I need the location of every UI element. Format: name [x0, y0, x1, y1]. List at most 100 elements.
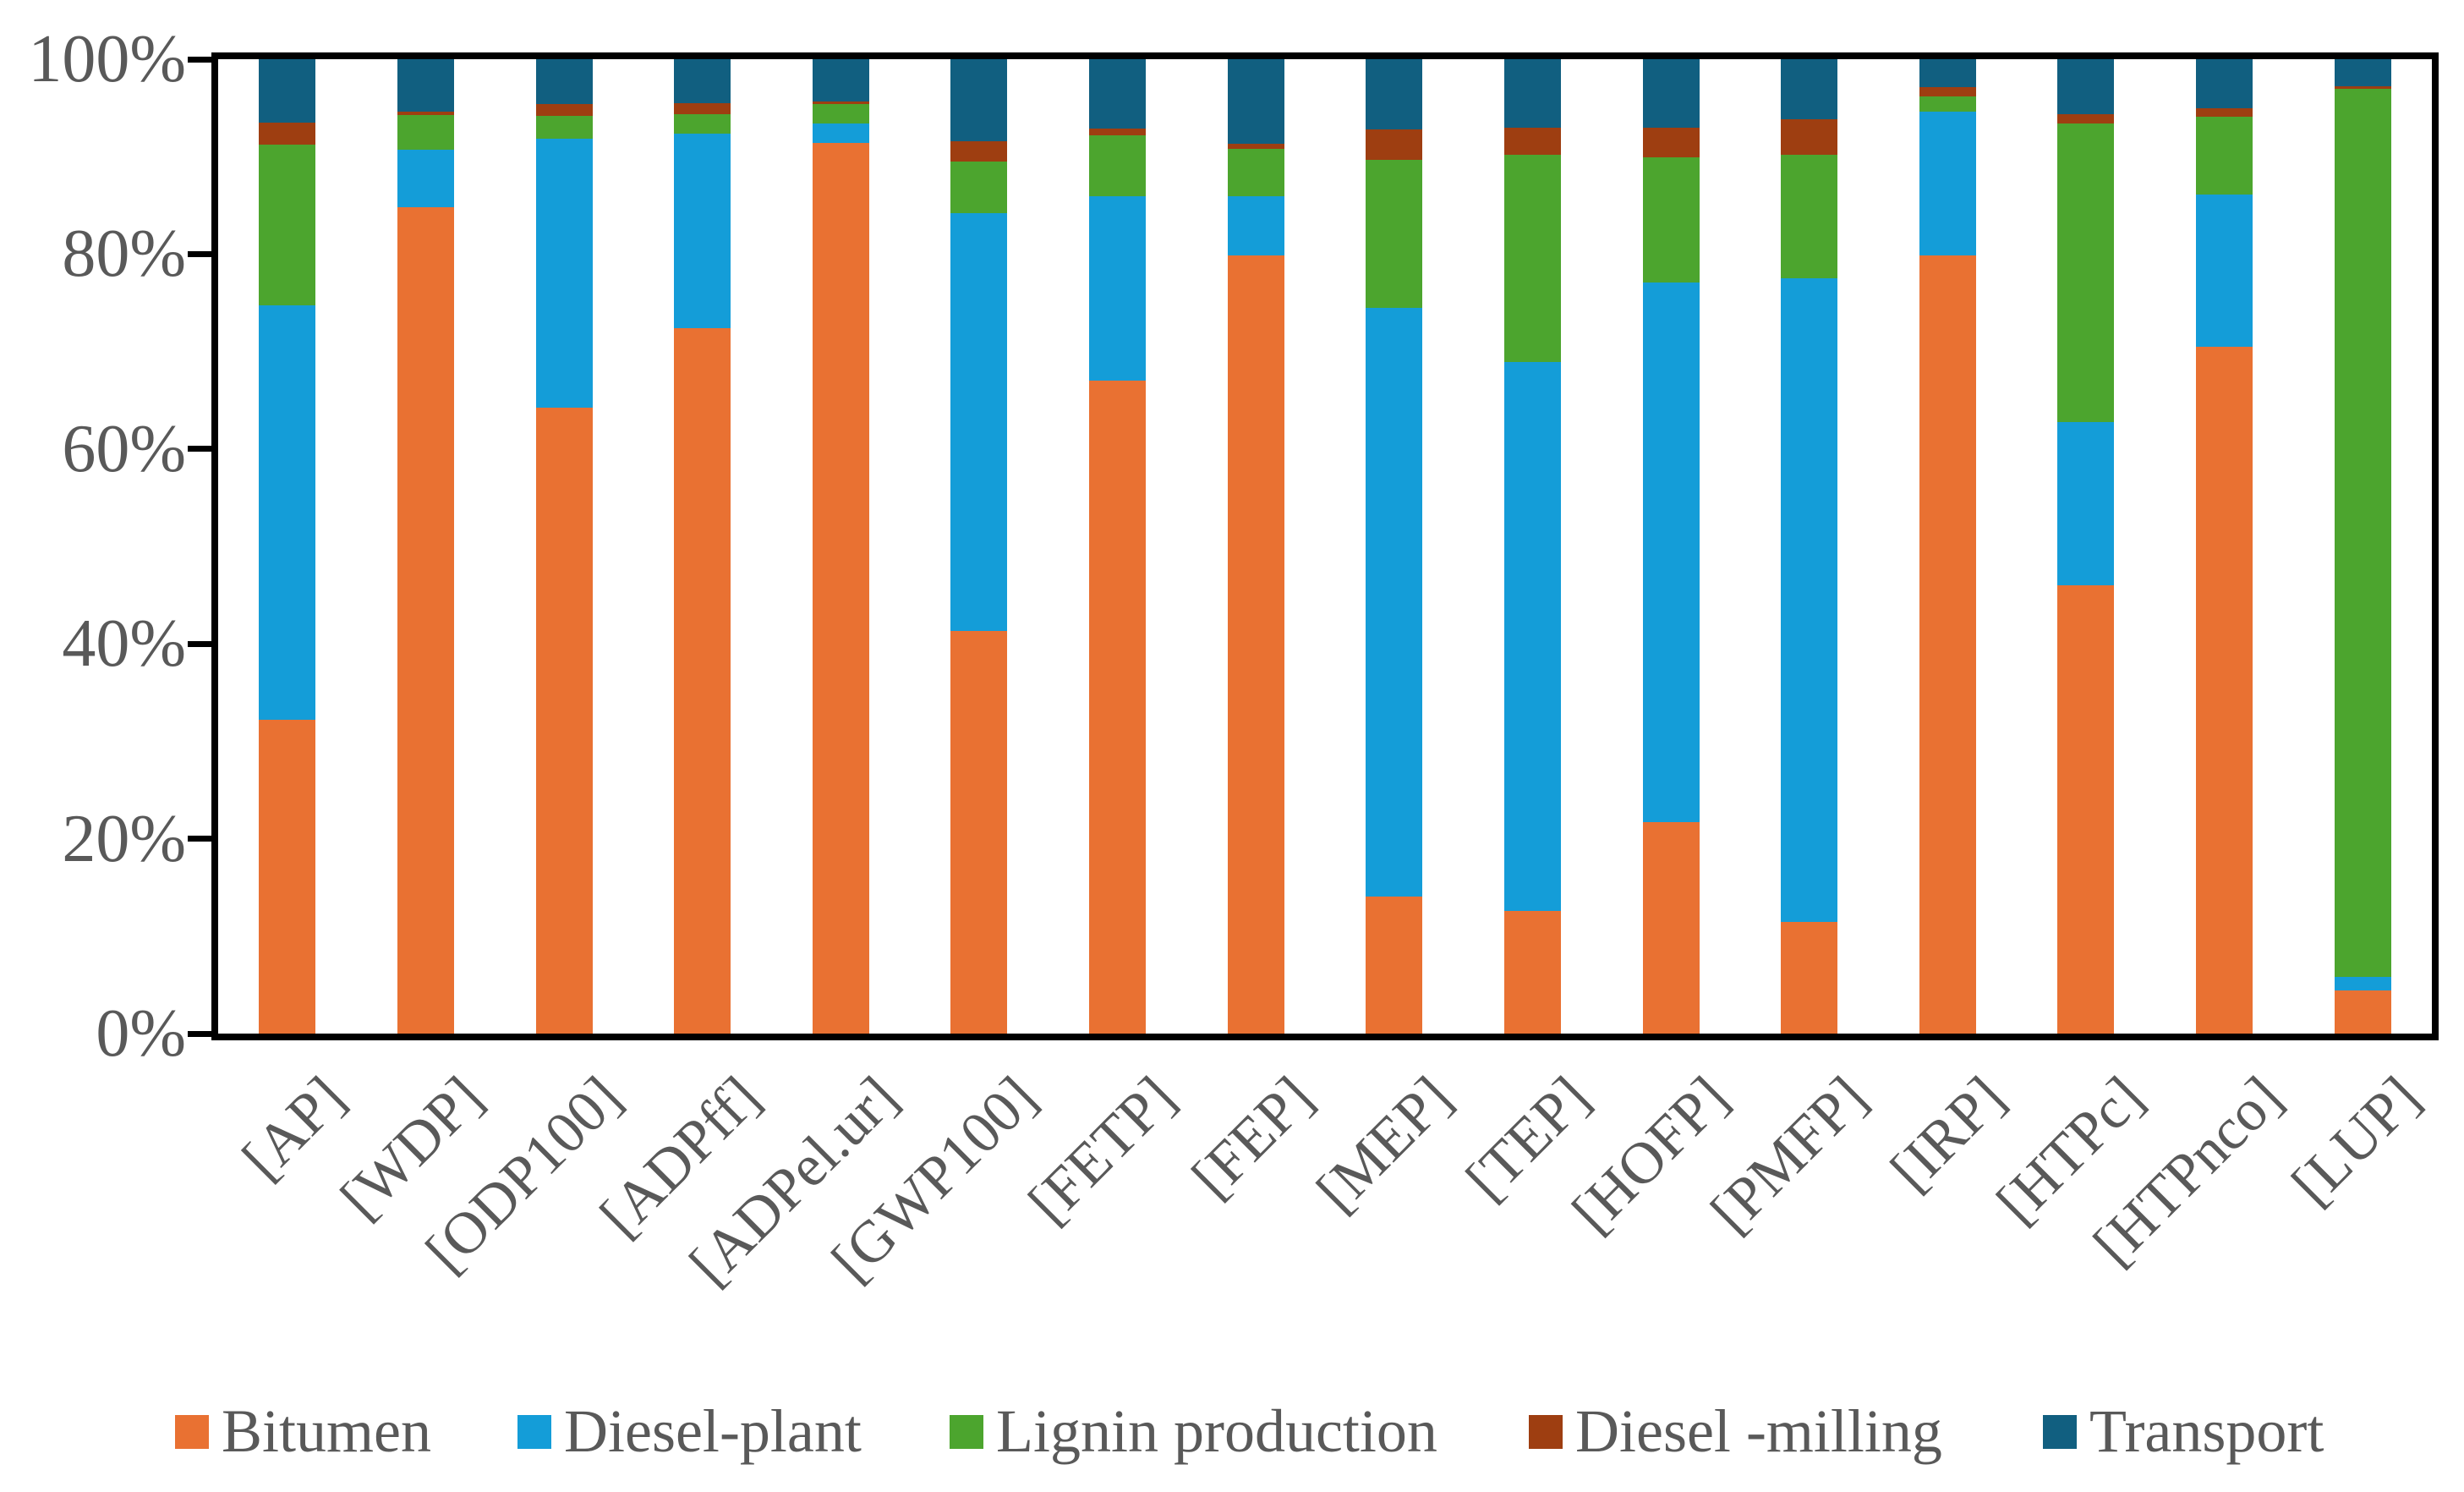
bar-segment: [950, 213, 1008, 632]
bar-segment: [812, 143, 869, 1034]
bar-segment: [1919, 59, 1976, 88]
y-axis-tick: [188, 250, 216, 257]
bar-segment: [259, 122, 316, 145]
bar-segment: [2334, 86, 2391, 89]
bar-segment: [1919, 87, 1976, 96]
bar-segment: [397, 59, 454, 112]
bar-column: [1227, 59, 1284, 1034]
bar-segment: [674, 113, 731, 134]
bar-column: [1919, 59, 1976, 1034]
bar-segment: [1227, 196, 1284, 255]
bar-segment: [2057, 585, 2115, 1034]
legend-swatch: [1529, 1415, 1563, 1449]
bar-segment: [1642, 59, 1700, 128]
bar-segment: [1089, 128, 1147, 135]
y-axis-tick-label: 80%: [62, 217, 186, 292]
bar-segment: [1503, 910, 1561, 1034]
bar-segment: [1366, 896, 1423, 1034]
bar-segment: [1503, 127, 1561, 155]
y-axis-tick: [188, 446, 216, 453]
bar-segment: [1781, 921, 1838, 1034]
legend-label: Diesel -milling: [1575, 1397, 1942, 1465]
bar-segment: [1089, 59, 1147, 129]
bar-column: [535, 59, 593, 1034]
bar-segment: [1642, 127, 1700, 158]
bar-segment: [812, 101, 869, 104]
bar-segment: [1503, 362, 1561, 911]
bar-segment: [1366, 129, 1423, 160]
bar-segment: [1089, 134, 1147, 197]
bar-segment: [2196, 195, 2253, 347]
bar-segment: [2196, 59, 2253, 108]
legend-label: Transport: [2089, 1397, 2324, 1465]
y-axis-tick-label: 20%: [62, 801, 186, 876]
bar-segment: [674, 102, 731, 114]
legend-label: Lignin production: [996, 1397, 1437, 1465]
y-axis-tick: [188, 836, 216, 842]
bar-segment: [259, 145, 316, 306]
legend-label: Diesel-plant: [564, 1397, 862, 1465]
y-axis-tick: [188, 1030, 216, 1037]
bar-column: [812, 59, 869, 1034]
bar-segment: [2196, 346, 2253, 1034]
bar-segment: [535, 408, 593, 1034]
bar-segment: [674, 133, 731, 328]
bar-segment: [397, 114, 454, 151]
bar-column: [259, 59, 316, 1034]
bar-segment: [1642, 282, 1700, 822]
bar-segment: [1919, 112, 1976, 255]
bar-segment: [2057, 123, 2115, 422]
bar-segment: [1089, 381, 1147, 1034]
legend-swatch: [175, 1415, 209, 1449]
legend-label: Bitumen: [222, 1397, 431, 1465]
bar-segment: [950, 631, 1008, 1034]
legend-swatch: [517, 1415, 551, 1449]
bar-segment: [1227, 148, 1284, 197]
bar-segment: [1227, 59, 1284, 145]
y-axis-tick: [188, 56, 216, 63]
bar-segment: [950, 161, 1008, 213]
bar-segment: [812, 103, 869, 124]
bar-segment: [1781, 119, 1838, 155]
bar-segment: [397, 207, 454, 1034]
bar-segment: [1366, 159, 1423, 308]
bar-segment: [1503, 59, 1561, 128]
bar-segment: [2196, 116, 2253, 195]
y-axis-tick-label: 40%: [62, 606, 186, 682]
bar-segment: [535, 59, 593, 104]
bar-segment: [1781, 154, 1838, 279]
bar-segment: [259, 305, 316, 721]
bar-column: [397, 59, 454, 1034]
bar-column: [2196, 59, 2253, 1034]
y-axis-tick-label: 100%: [28, 22, 186, 96]
bar-segment: [1366, 59, 1423, 129]
bar-segment: [1503, 154, 1561, 363]
bar-segment: [535, 103, 593, 116]
bar-column: [1503, 59, 1561, 1034]
y-axis-tick: [188, 640, 216, 647]
bar-segment: [950, 59, 1008, 141]
bar-segment: [2334, 59, 2391, 87]
bar-segment: [1919, 255, 1976, 1034]
bar-segment: [1642, 821, 1700, 1034]
bar-segment: [397, 150, 454, 208]
y-axis-tick-label: 60%: [62, 411, 186, 486]
bar-segment: [2334, 990, 2391, 1034]
bar-segment: [397, 112, 454, 115]
bar-column: [674, 59, 731, 1034]
bar-segment: [1919, 96, 1976, 112]
bar-column: [2334, 59, 2391, 1034]
bar-segment: [2057, 59, 2115, 114]
legend-swatch: [2043, 1415, 2077, 1449]
bar-segment: [1781, 278, 1838, 922]
bar-segment: [2334, 977, 2391, 991]
bar-segment: [1089, 196, 1147, 381]
bar-segment: [2334, 88, 2391, 978]
bar-column: [1366, 59, 1423, 1034]
bar-segment: [1227, 255, 1284, 1034]
y-axis-tick-label: 0%: [96, 996, 186, 1071]
bar-column: [950, 59, 1008, 1034]
bar-segment: [535, 115, 593, 140]
bar-segment: [674, 327, 731, 1034]
